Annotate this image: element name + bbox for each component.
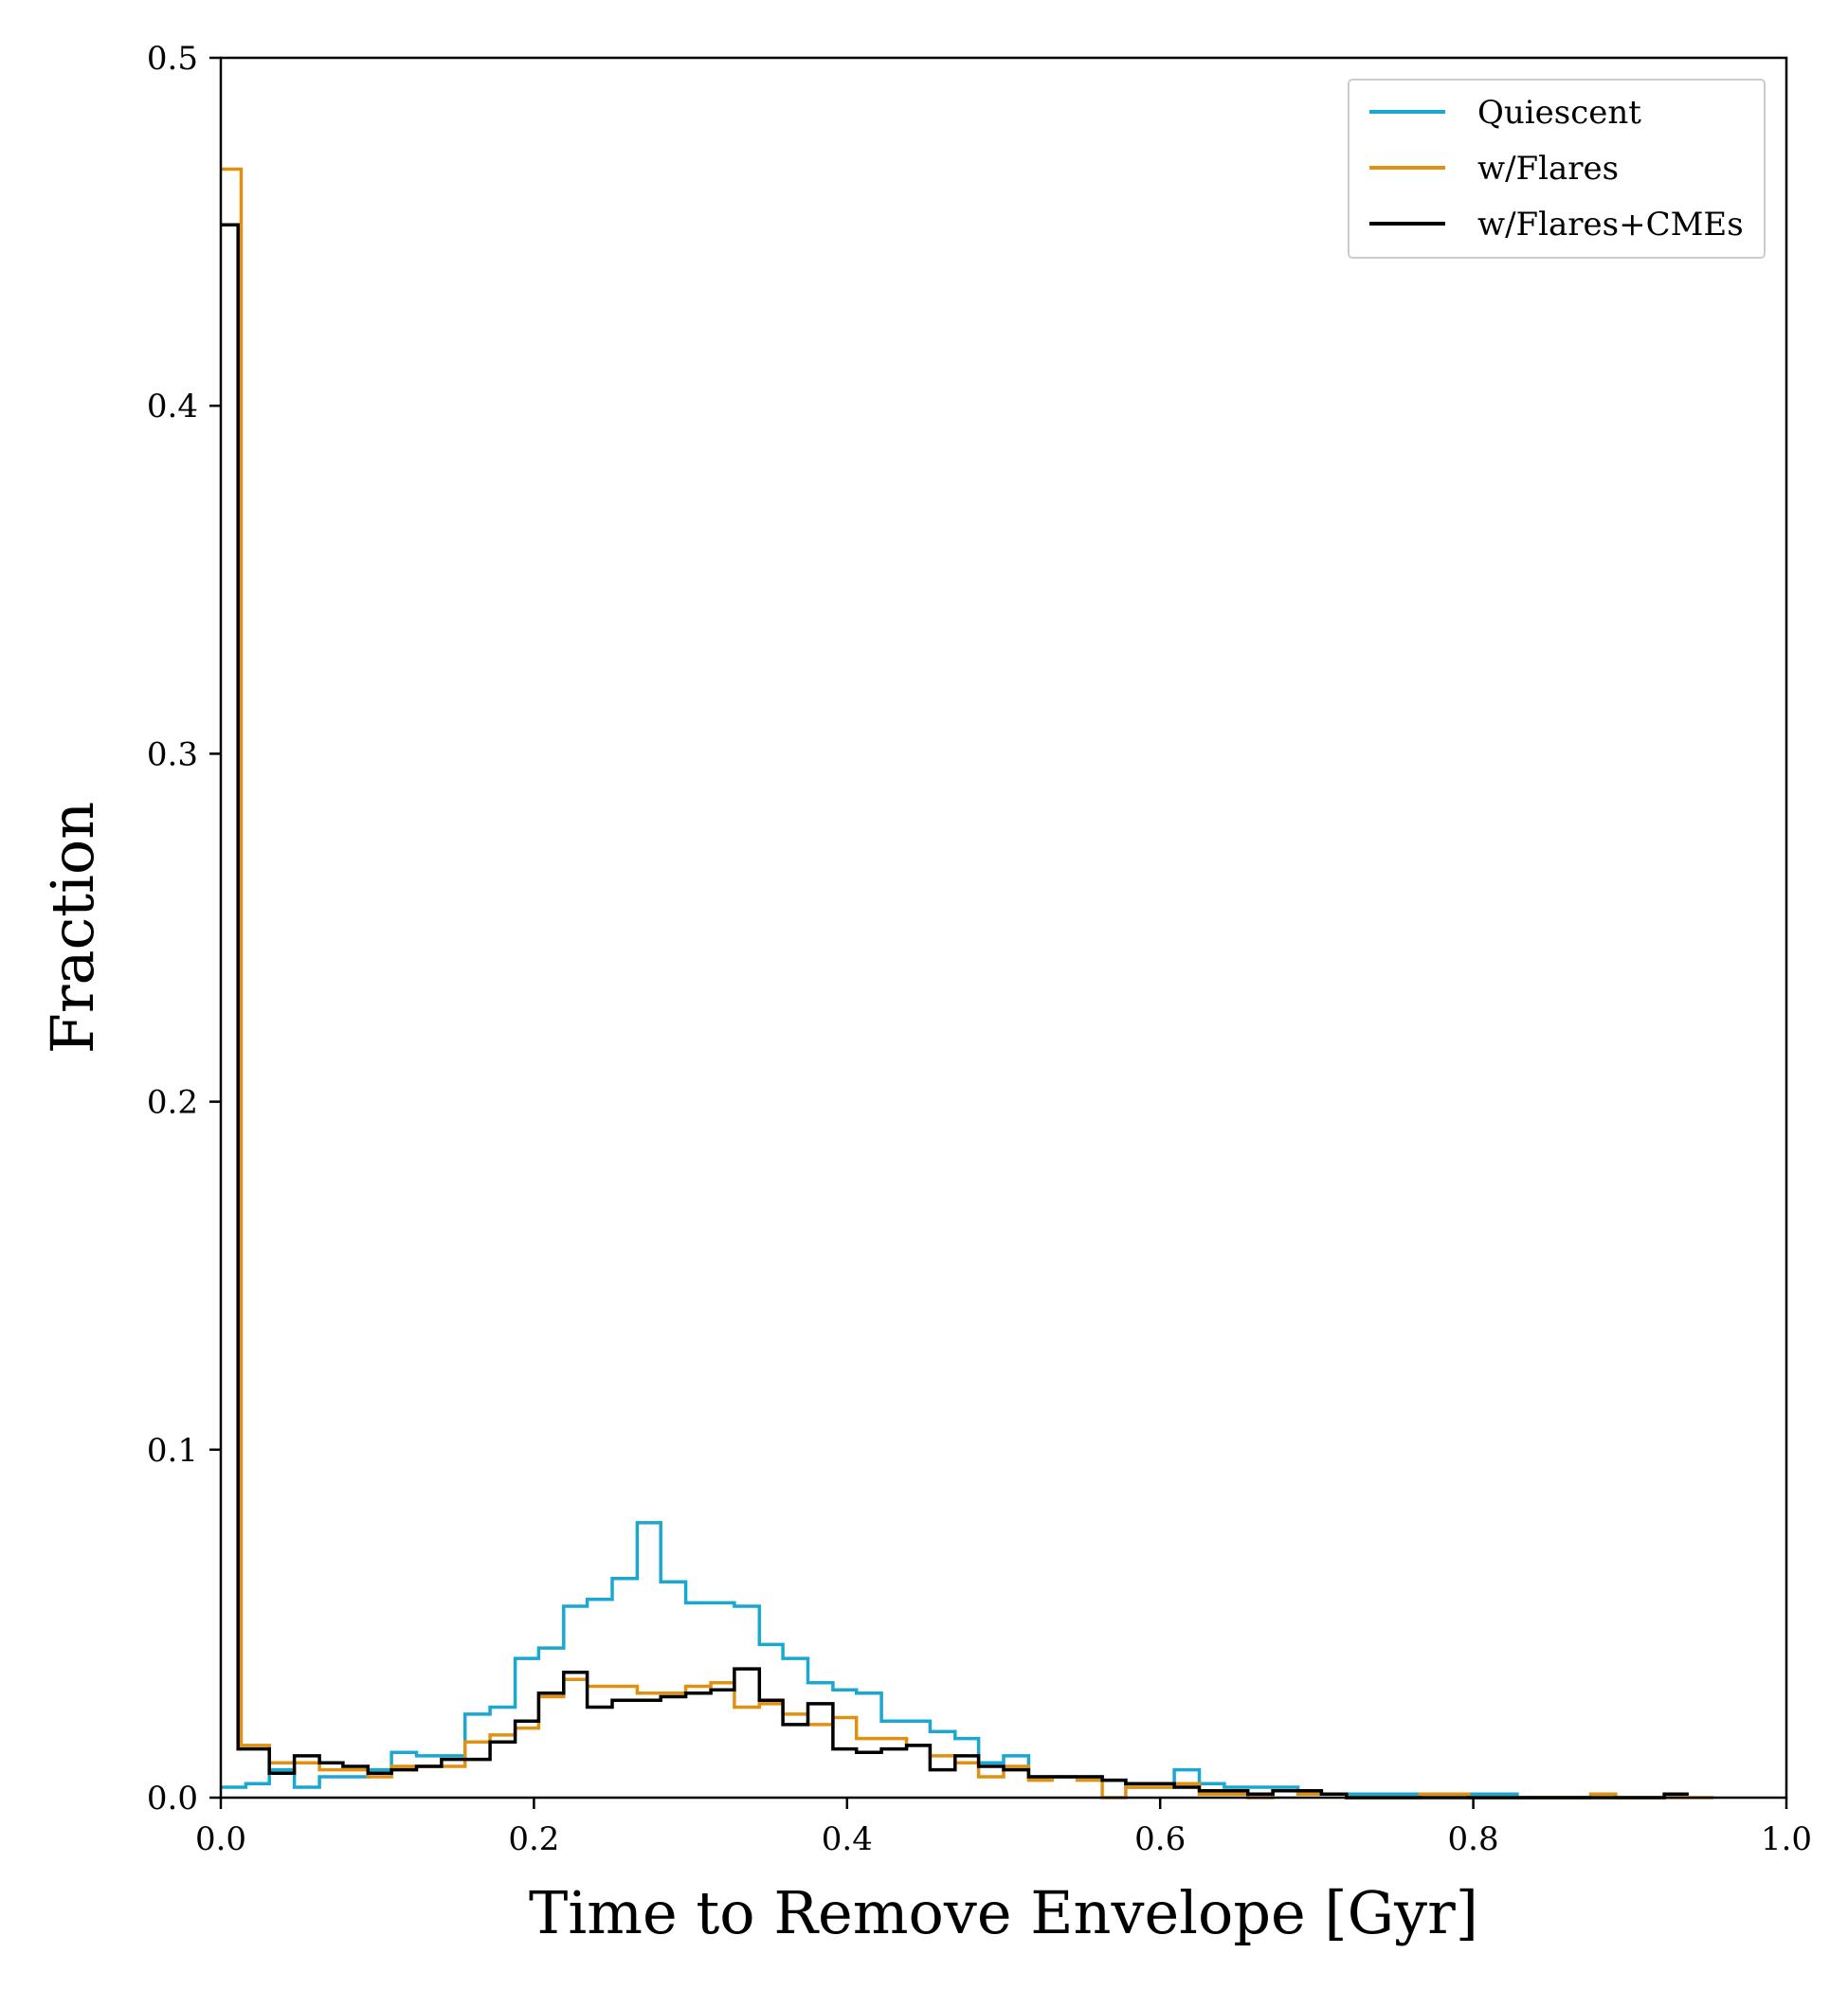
- x-tick-label: 0.0: [195, 1820, 246, 1858]
- y-tick-label: 0.1: [147, 1432, 198, 1470]
- x-tick-label: 0.6: [1134, 1820, 1186, 1858]
- x-tick-label: 0.2: [508, 1820, 559, 1858]
- x-tick-label: 1.0: [1761, 1820, 1812, 1858]
- legend: Quiescent w/Flares w/Flares+CMEs: [1348, 79, 1766, 259]
- series-line-quiescent: [221, 1521, 1590, 1800]
- y-tick-label: 0.3: [147, 735, 198, 773]
- y-tick-label: 0.4: [147, 388, 198, 425]
- x-axis-ticks: 0.0 0.2 0.4 0.6 0.8 1.0: [195, 1798, 1812, 1858]
- series-line-w-flares-cmes: [221, 223, 1689, 1800]
- plot-frame: [219, 56, 1788, 1800]
- legend-frame: [1348, 79, 1766, 259]
- x-tick-label: 0.8: [1448, 1820, 1499, 1858]
- y-tick-label: 0.2: [147, 1084, 198, 1122]
- x-tick-label: 0.4: [822, 1820, 873, 1858]
- x-axis-label: Time to Remove Envelope [Gyr]: [529, 1878, 1478, 1947]
- legend-label: w/Flares+CMEs: [1477, 206, 1744, 244]
- y-tick-label: 0.5: [147, 40, 198, 78]
- y-axis-ticks: 0.0 0.1 0.2 0.3 0.4 0.5: [147, 40, 221, 1818]
- y-axis-label: Fraction: [38, 802, 107, 1054]
- legend-label: Quiescent: [1477, 94, 1641, 132]
- y-tick-label: 0.0: [147, 1780, 198, 1818]
- legend-label: w/Flares: [1477, 150, 1619, 188]
